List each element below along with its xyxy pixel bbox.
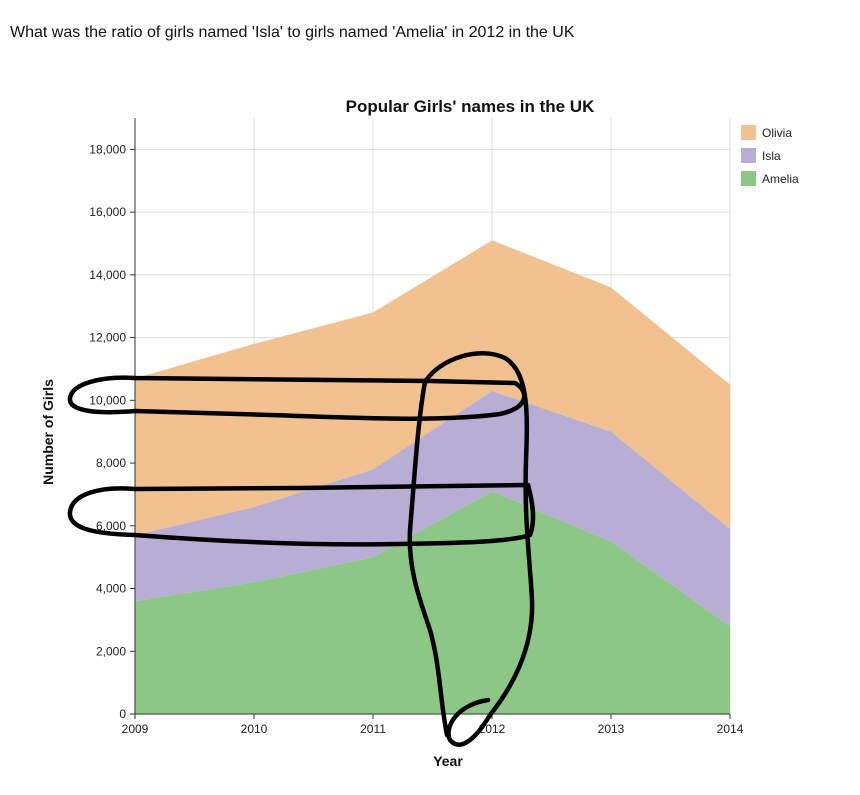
- scribble-upper-loop: [67, 375, 527, 421]
- area-olivia: [135, 240, 730, 536]
- legend-label: Isla: [762, 149, 781, 163]
- x-tick: 2009: [122, 714, 149, 736]
- hand-drawn-annotation: [67, 351, 536, 747]
- legend-swatch: [741, 148, 756, 163]
- legend-label: Olivia: [762, 126, 792, 140]
- y-tick: 8,000: [96, 456, 135, 470]
- x-tick: 2011: [360, 714, 386, 736]
- area-isla: [135, 390, 730, 627]
- y-tick-label: 10,000: [89, 393, 126, 407]
- y-tick: 16,000: [89, 205, 135, 219]
- x-tick-label: 2013: [598, 722, 625, 736]
- y-tick-label: 4,000: [96, 582, 126, 596]
- legend-swatch: [741, 125, 756, 140]
- y-tick-label: 6,000: [96, 519, 126, 533]
- legend-label: Amelia: [762, 172, 799, 186]
- axes: 0 2,000 4,000 6,000 8,000 10,000 12,000 14,000 1…: [89, 118, 744, 736]
- y-tick: 4,000: [96, 582, 135, 596]
- y-tick-label: 16,000: [89, 205, 126, 219]
- area-amelia: [135, 491, 730, 714]
- y-tick-label: 18,000: [89, 142, 126, 156]
- scribble-vertical-loop: [407, 351, 535, 747]
- x-tick-label: 2009: [122, 722, 149, 736]
- y-tick: 10,000: [89, 393, 135, 407]
- y-tick-label: 0: [119, 707, 126, 721]
- y-tick: 2,000: [96, 644, 135, 658]
- y-tick-label: 12,000: [89, 331, 126, 345]
- y-tick-label: 2,000: [96, 644, 126, 658]
- x-tick-label: 2011: [360, 722, 386, 736]
- y-tick: 0: [119, 707, 135, 721]
- x-tick-label: 2014: [717, 722, 744, 736]
- y-tick-label: 14,000: [89, 268, 126, 282]
- question-text: What was the ratio of girls named 'Isla'…: [10, 24, 575, 41]
- scribble-lower-loop: [67, 482, 536, 547]
- legend-swatch: [741, 171, 756, 186]
- x-tick-label: 2010: [241, 722, 268, 736]
- x-tick: 2010: [241, 714, 268, 736]
- legend-item-isla: Isla: [741, 148, 781, 163]
- legend: Olivia Isla Amelia: [741, 125, 799, 186]
- chart-title: Popular Girls' names in the UK: [346, 97, 595, 116]
- x-tick: 2013: [598, 714, 625, 736]
- y-tick: 12,000: [89, 331, 135, 345]
- y-axis-label: Number of Girls: [40, 379, 56, 485]
- x-axis-label: Year: [433, 753, 463, 769]
- legend-item-amelia: Amelia: [741, 171, 799, 186]
- area-series: [135, 240, 730, 714]
- y-tick-label: 8,000: [96, 456, 126, 470]
- legend-item-olivia: Olivia: [741, 125, 792, 140]
- y-tick: 18,000: [89, 142, 135, 156]
- y-tick: 14,000: [89, 268, 135, 282]
- x-tick: 2014: [717, 714, 744, 736]
- y-tick: 6,000: [96, 519, 135, 533]
